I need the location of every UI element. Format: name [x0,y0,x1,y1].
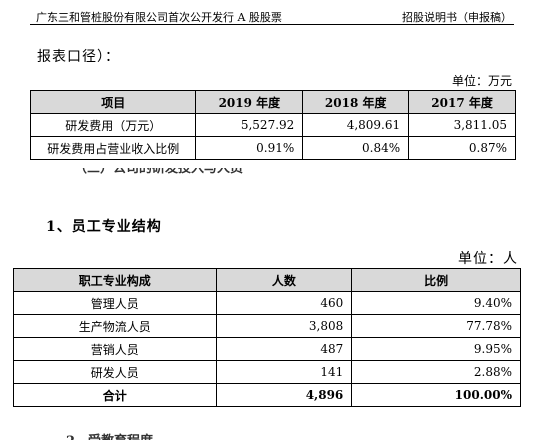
cell-value: 9.95% [351,337,521,361]
cell-value: 3,811.05 [408,113,516,137]
cell-value: 3,808 [215,314,353,338]
row-label: 研发人员 [13,360,217,384]
cell-value: 460 [215,291,353,315]
section-heading: 1、员工专业结构 [46,219,162,235]
rd-expense-table: 项目 2019 年度 2018 年度 2017 年度 研发费用（万元） 5,52… [29,90,516,160]
total-ratio: 100.00% [351,383,521,407]
row-label: 研发费用（万元） [29,113,197,137]
staff-structure-table: 职工专业构成 人数 比例 管理人员 460 9.40% 生产物流人员 3,808… [13,268,521,407]
page-header: 广东三和管桩股份有限公司首次公开发行 A 股股票 招股说明书（申报稿） [30,4,514,25]
column-header: 项目 [29,90,197,114]
column-header: 2017 年度 [408,90,516,114]
row-label: 生产物流人员 [13,314,217,338]
total-count: 4,896 [215,383,353,407]
cell-value: 0.84% [302,136,410,160]
column-header: 职工专业构成 [13,268,217,292]
staff-table-unit: 单位：人 [458,251,518,267]
total-row: 合计 4,896 100.00% [13,383,521,407]
cell-value: 5,527.92 [195,113,304,137]
column-header: 2019 年度 [195,90,304,114]
table-row: 研发费用占营业收入比例 0.91% 0.84% 0.87% [29,136,516,160]
cell-value: 0.87% [408,136,516,160]
cell-value: 0.91% [195,136,304,160]
header-company: 广东三和管桩股份有限公司首次公开发行 A 股股票 [36,11,282,24]
cut-off-heading: （三）公司的研发投入与人员 [74,168,244,176]
cell-value: 4,809.61 [302,113,410,137]
table-row: 生产物流人员 3,808 77.78% [13,314,521,338]
rd-table-unit: 单位：万元 [451,74,512,88]
row-label: 管理人员 [13,291,217,315]
column-header: 人数 [215,268,353,292]
table-row: 研发人员 141 2.88% [13,360,521,384]
table-row: 研发费用（万元） 5,527.92 4,809.61 3,811.05 [29,113,516,137]
cell-value: 2.88% [351,360,521,384]
cell-value: 77.78% [351,314,521,338]
cell-value: 487 [215,337,353,361]
paragraph-fragment: 报表口径）： [37,49,120,65]
column-header: 2018 年度 [302,90,410,114]
total-label: 合计 [13,383,217,407]
table-header-row: 项目 2019 年度 2018 年度 2017 年度 [29,90,516,114]
cell-value: 9.40% [351,291,521,315]
table-row: 营销人员 487 9.95% [13,337,521,361]
cell-value: 141 [215,360,353,384]
cut-off-bottom-heading: 2、受教育程度 [66,428,196,440]
row-label: 研发费用占营业收入比例 [29,136,197,160]
header-doc-type: 招股说明书（申报稿） [402,11,512,24]
row-label: 营销人员 [13,337,217,361]
table-row: 管理人员 460 9.40% [13,291,521,315]
column-header: 比例 [351,268,521,292]
table-header-row: 职工专业构成 人数 比例 [13,268,521,292]
